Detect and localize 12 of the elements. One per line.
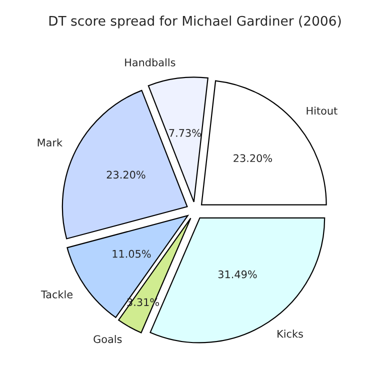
slice-label: Hitout (306, 106, 338, 115)
data-label: 11.05% (112, 250, 151, 258)
data-label: 23.20% (106, 170, 146, 179)
slice-label: Kicks (278, 330, 303, 338)
slice-label: Goals (94, 335, 122, 344)
data-label: 23.20% (234, 154, 272, 162)
chart-title: DT score spread for Michael Gardiner (2006) (49, 16, 341, 28)
slice-label: Mark (38, 138, 62, 147)
data-label: 31.49% (218, 270, 257, 278)
slice-label: Tackle (40, 290, 72, 298)
data-label: 7.73% (169, 129, 201, 137)
slice-label: Handballs (125, 58, 176, 66)
